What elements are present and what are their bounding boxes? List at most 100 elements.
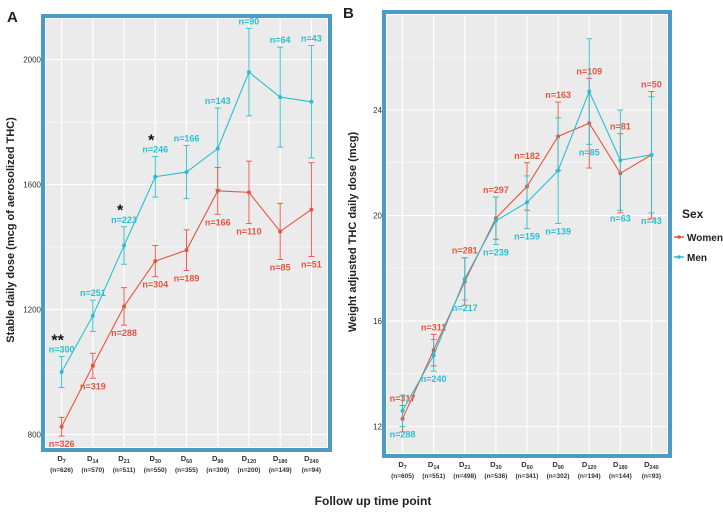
panel-b-letter: B — [343, 5, 354, 22]
panel-0-series-women-point — [90, 363, 95, 368]
panel-1-series-men-point — [618, 158, 623, 163]
panel-a-ylabel: Stable daily dose (mcg of aerosolized TH… — [5, 117, 17, 343]
panel-b-frame — [382, 10, 672, 458]
panel-0-xtick-n: (n=626) — [50, 467, 73, 474]
panel-1-xtick-n: (n=144) — [609, 473, 632, 480]
panel-0-xtick-n: (n=511) — [113, 467, 136, 474]
panel-1-xtick-n: (n=551) — [422, 473, 445, 480]
panel-1-series-men-point — [431, 353, 436, 358]
panel-1-series-women-n-label: n=50 — [641, 80, 662, 90]
panel-1-series-women-n-label: n=297 — [483, 185, 509, 195]
panel-1-series-men-n-label: n=43 — [641, 216, 662, 226]
panel-1-series-women-n-label: n=281 — [452, 246, 478, 256]
panel-1-xtick-label: D60 — [521, 460, 533, 471]
panel-1-series-men-n-label: n=63 — [610, 213, 631, 223]
panel-0-series-women-n-label: n=288 — [111, 328, 137, 338]
panel-1-series-women-n-label: n=182 — [514, 151, 540, 161]
panel-0-series-women-point — [184, 248, 189, 253]
panel-1-series-men-point — [649, 152, 654, 157]
panel-0-xtick-label: D30 — [150, 454, 162, 465]
panel-1-series-men-point — [462, 276, 467, 281]
panel-1-xtick-n: (n=194) — [578, 473, 601, 480]
panel-0-series-men-point — [278, 95, 283, 100]
panel-1-xtick-label: D120 — [582, 460, 597, 471]
panel-0-series-women-n-label: n=166 — [205, 217, 231, 227]
panel-1-ytick-label: 20 — [373, 212, 382, 221]
panel-1-xtick-label: D14 — [428, 460, 440, 471]
panel-0-xtick-n: (n=309) — [206, 467, 229, 474]
panel-1-xtick-n: (n=302) — [547, 473, 570, 480]
panel-0-ytick-label: 800 — [28, 431, 42, 440]
panel-0-xtick-n: (n=200) — [237, 467, 260, 474]
panel-0-xtick-n: (n=570) — [81, 467, 104, 474]
panel-0-significance-mark: ** — [51, 332, 64, 349]
panel-0-series-men-point — [90, 313, 95, 318]
shared-xlabel: Follow up time point — [315, 494, 432, 508]
legend-title: Sex — [682, 207, 704, 221]
panel-0-series-men-n-label: n=143 — [205, 96, 231, 106]
panel-1-xtick-n: (n=341) — [516, 473, 539, 480]
panel-0-xtick-n: (n=355) — [175, 467, 198, 474]
panel-0-significance-mark: * — [148, 132, 155, 149]
panel-1-ytick-label: 24 — [373, 106, 382, 115]
panel-1-xtick-label: D21 — [459, 460, 471, 471]
panel-1-xtick-label: D30 — [490, 460, 502, 471]
panel-0-series-women-n-label: n=189 — [174, 273, 200, 283]
panel-0-series-men-point — [309, 99, 314, 104]
panel-0-series-women-n-label: n=304 — [142, 280, 168, 290]
panel-1-series-men-n-label: n=159 — [514, 232, 540, 242]
panel-0-series-women-point — [153, 259, 158, 264]
panel-0-xtick-label: D7 — [57, 454, 65, 465]
panel-1-series-men-n-label: n=139 — [545, 226, 571, 236]
panel-0-ytick-label: 1600 — [23, 181, 41, 190]
panel-0-series-men-n-label: n=246 — [142, 144, 168, 154]
panel-0-series-women-point — [309, 207, 314, 212]
panel-0-ytick-label: 2000 — [23, 56, 41, 65]
panel-1-series-men-point — [400, 408, 405, 413]
panel-b-chart: 12 16 20 24 D7 (n=605) D14 (n=551) D21 (n=498) D30… — [373, 15, 667, 480]
panel-1-series-men-n-label: n=240 — [421, 374, 447, 384]
panel-0-xtick-n: (n=550) — [144, 467, 167, 474]
panel-0-series-men-point — [246, 70, 251, 75]
panel-1-xtick-n: (n=93) — [642, 473, 661, 480]
panel-0-series-men-n-label: n=64 — [270, 35, 291, 45]
panel-0-series-men-n-label: n=223 — [111, 215, 137, 225]
panel-0-series-men-point — [184, 170, 189, 175]
panel-0-ytick-label: 1200 — [23, 306, 41, 315]
panel-0-xtick-n: (n=149) — [269, 467, 292, 474]
panel-0-series-men-n-label: n=251 — [80, 288, 106, 298]
panel-1-xtick-label: D180 — [613, 460, 628, 471]
panel-1-series-women-n-label: n=311 — [421, 322, 446, 332]
panel-0-series-men-n-label: n=166 — [174, 134, 200, 144]
panel-1-series-men-n-label: n=85 — [579, 147, 600, 157]
panel-1-xtick-label: D90 — [552, 460, 564, 471]
panel-0-significance-mark: * — [117, 203, 124, 220]
panel-0-series-women-point — [246, 190, 251, 195]
panel-0-series-men-point — [59, 370, 64, 375]
panel-0-series-women-n-label: n=85 — [270, 263, 291, 273]
panel-0-series-men-n-label: n=300 — [49, 344, 75, 354]
panel-1-series-men-point — [556, 168, 561, 173]
panel-a-frame — [41, 14, 332, 452]
panel-1-xtick-n: (n=536) — [484, 473, 507, 480]
panel-0-series-men-n-label: n=90 — [239, 16, 260, 26]
panel-0-series-women-point — [215, 188, 220, 193]
panel-a-chart: 800 1200 1600 2000 D7 (n=626) D14 (n=570) D21 (n=… — [23, 16, 327, 474]
panel-1-series-men-point — [525, 200, 529, 205]
panel-0-xtick-label: D90 — [212, 454, 224, 465]
panel-1-series-men-point — [493, 218, 498, 223]
panel-1-series-men-point — [587, 89, 592, 94]
panel-0-series-women-n-label: n=110 — [236, 227, 261, 237]
panel-0-series-women-point — [278, 229, 283, 234]
panel-1-xtick-label: D240 — [644, 460, 659, 471]
panel-0-series-women-n-label: n=319 — [80, 381, 106, 391]
panel-b-ylabel: Weight adjusted THC daily dose (mcg) — [347, 132, 359, 333]
panel-1-xtick-label: D7 — [398, 460, 406, 471]
panel-0-xtick-label: D240 — [304, 454, 319, 465]
panel-0-series-men-point — [122, 243, 127, 248]
panel-0-series-women-n-label: n=51 — [301, 259, 322, 269]
panel-0-xtick-label: D180 — [273, 454, 288, 465]
panel-1-series-men-n-label: n=288 — [390, 430, 416, 440]
panel-1-series-women-n-label: n=163 — [545, 90, 571, 100]
